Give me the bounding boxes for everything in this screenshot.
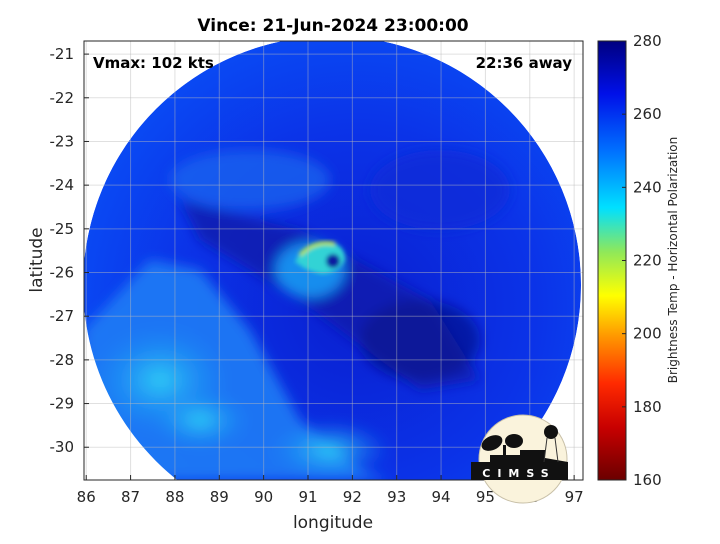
colorbar-ticks: 280 260 240 220 200 180 160 bbox=[622, 32, 662, 489]
x-tick-label: 91 bbox=[298, 488, 317, 506]
colorbar-label: Brightness Temp - Horizontal Polarizatio… bbox=[666, 137, 680, 384]
colorbar-gradient bbox=[597, 40, 627, 481]
x-tick-label: 89 bbox=[210, 488, 229, 506]
y-tick-label: -26 bbox=[50, 264, 75, 282]
cimss-logo-text: CIMSS bbox=[482, 467, 555, 480]
y-tick-label: -21 bbox=[50, 45, 75, 63]
y-tick-labels: -21 -22 -23 -24 -25 -26 -27 -28 -29 -30 bbox=[50, 45, 75, 456]
plot-frame bbox=[83, 40, 584, 481]
grid-overlay bbox=[84, 41, 583, 480]
y-tick-label: -30 bbox=[50, 438, 75, 456]
x-tick-label: 92 bbox=[343, 488, 362, 506]
cimss-logo: CIMSS bbox=[471, 414, 568, 504]
y-tick-label: -29 bbox=[50, 395, 75, 413]
y-tick-label: -24 bbox=[50, 176, 75, 194]
x-tick-label: 97 bbox=[565, 488, 584, 506]
y-tick-label: -22 bbox=[50, 89, 75, 107]
x-tick-label: 86 bbox=[77, 488, 96, 506]
colorbar-tick-label: 220 bbox=[633, 252, 662, 270]
y-tick-label: -27 bbox=[50, 307, 75, 325]
x-tick-label: 95 bbox=[476, 488, 495, 506]
x-tick-label: 93 bbox=[387, 488, 406, 506]
time-offset-label: 22:36 away bbox=[476, 54, 573, 72]
x-axis-label: longitude bbox=[293, 513, 373, 533]
y-tick-label: -28 bbox=[50, 351, 75, 369]
x-tick-label: 88 bbox=[165, 488, 184, 506]
y-tick-label: -25 bbox=[50, 220, 75, 238]
chart-title: Vince: 21-Jun-2024 23:00:00 bbox=[197, 16, 468, 36]
x-tick-label: 87 bbox=[121, 488, 140, 506]
vmax-label: Vmax: 102 kts bbox=[93, 54, 214, 72]
x-tick-label: 94 bbox=[432, 488, 451, 506]
colorbar: 280 260 240 220 200 180 160 Brightness Temp - … bbox=[597, 32, 680, 489]
colorbar-tick-label: 160 bbox=[633, 471, 662, 489]
x-tick-label: 90 bbox=[254, 488, 273, 506]
colorbar-tick-label: 280 bbox=[633, 32, 662, 50]
satellite-swath bbox=[84, 41, 583, 480]
colorbar-tick-label: 240 bbox=[633, 178, 662, 196]
colorbar-tick-label: 200 bbox=[633, 325, 662, 343]
colorbar-tick-label: 260 bbox=[633, 105, 662, 123]
colorbar-tick-label: 180 bbox=[633, 398, 662, 416]
y-axis-label: latitude bbox=[27, 227, 47, 292]
y-tick-label: -23 bbox=[50, 132, 75, 150]
